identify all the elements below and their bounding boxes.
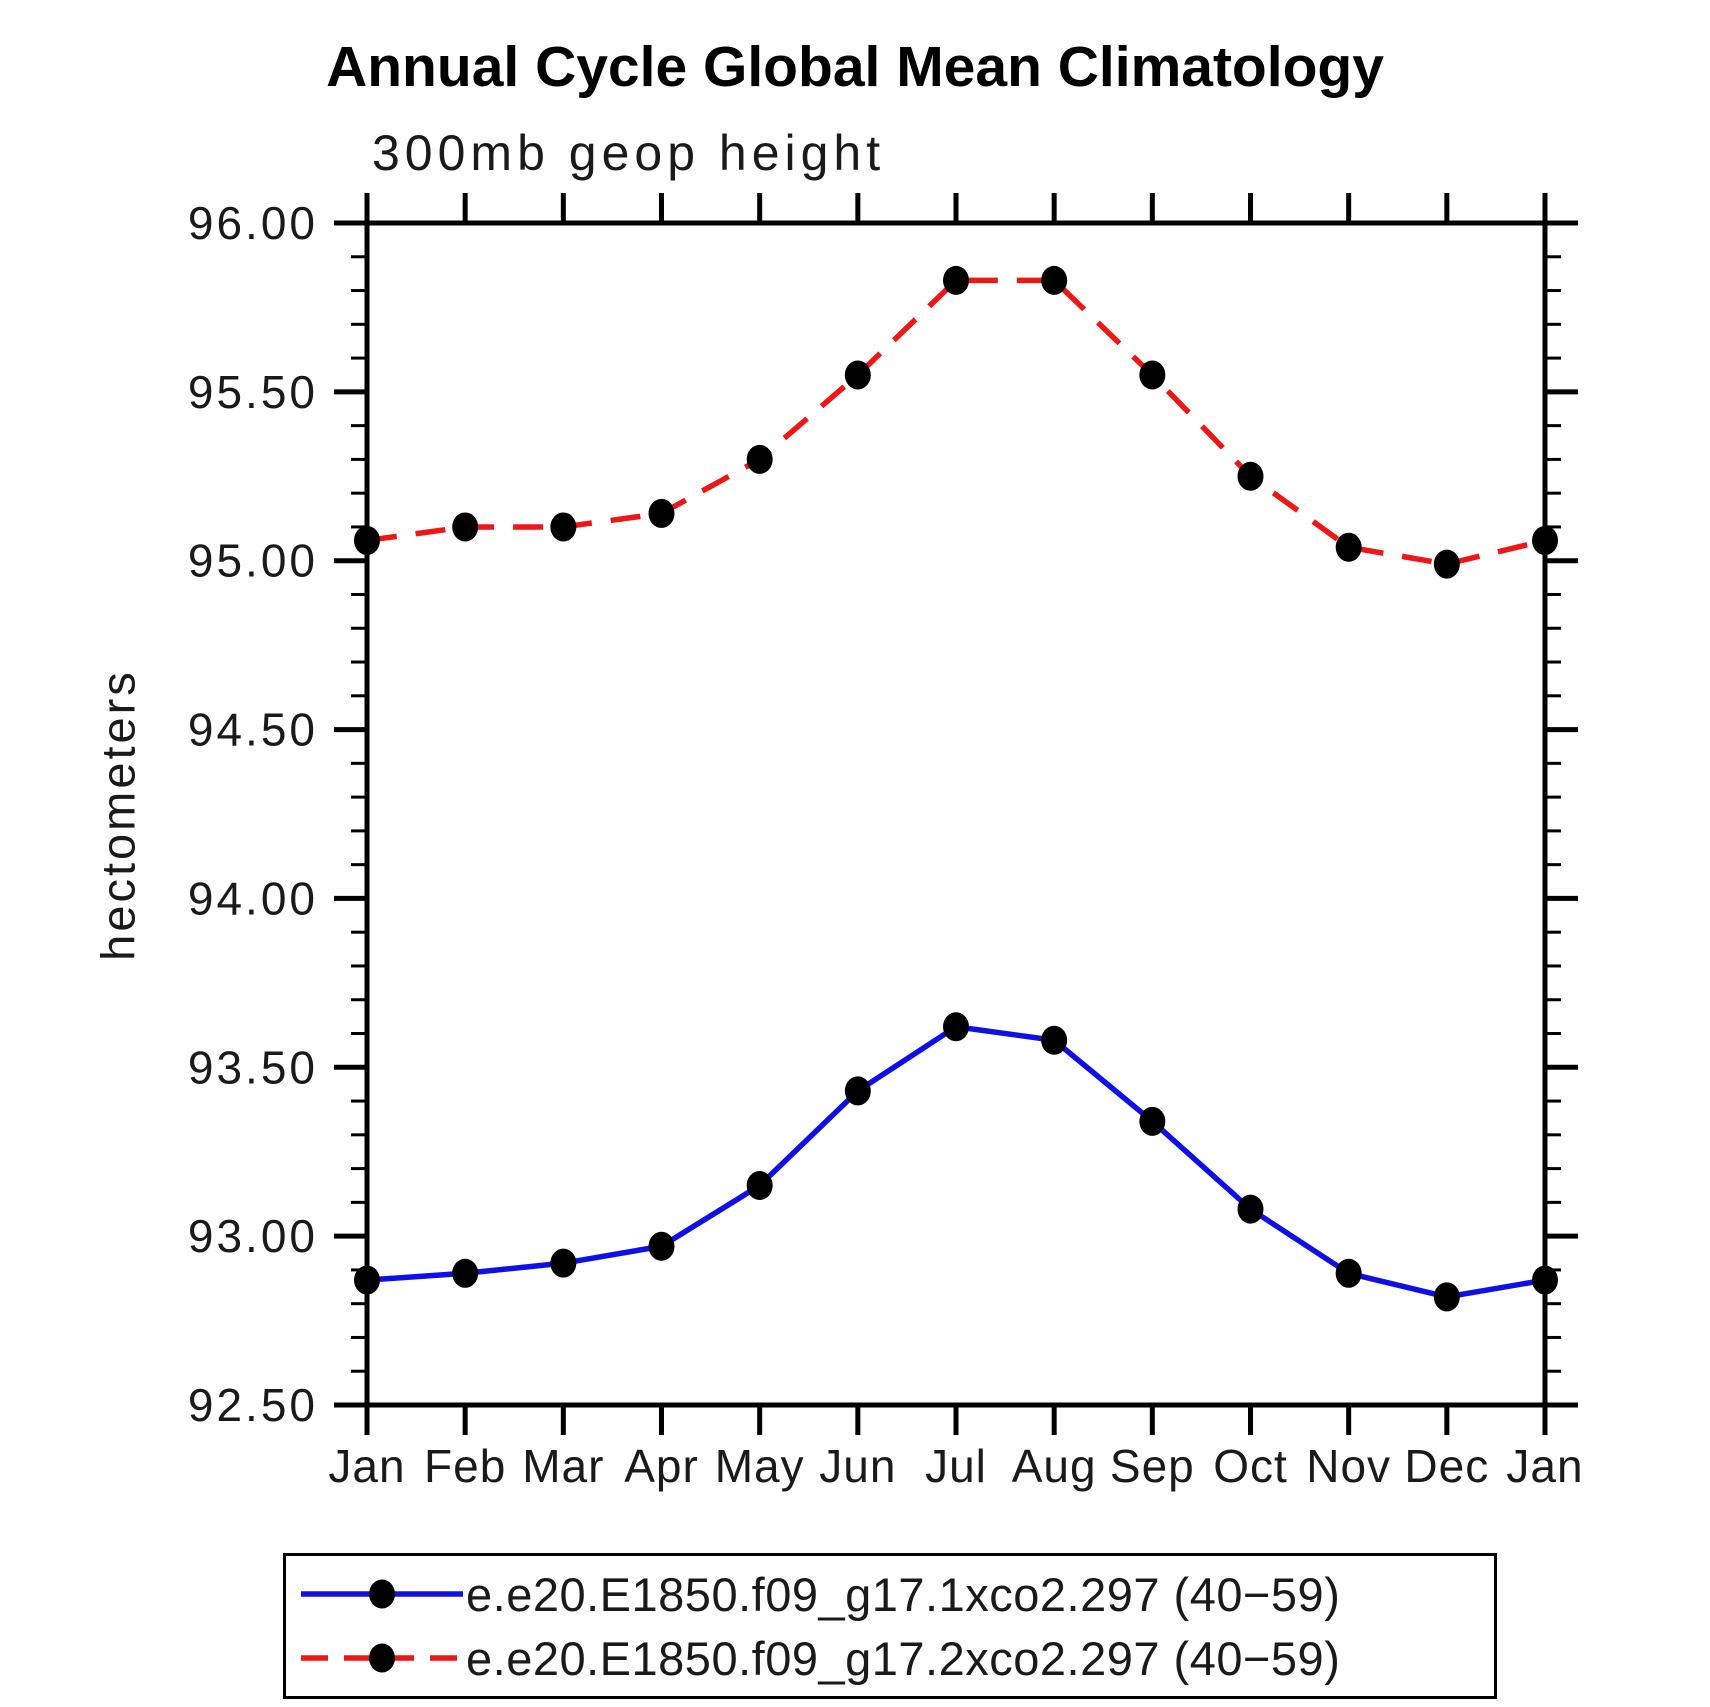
- data-point: [1433, 1282, 1460, 1312]
- x-tick-label: Jan: [328, 1440, 405, 1492]
- data-point: [1139, 360, 1166, 390]
- data-point: [1335, 532, 1362, 562]
- x-tick-label: Jul: [925, 1440, 987, 1492]
- data-point: [1041, 1025, 1068, 1055]
- data-point: [746, 1170, 773, 1200]
- y-tick-label: 96.00: [188, 197, 318, 249]
- legend-label: e.e20.E1850.f09_g17.2xco2.297 (40−59): [466, 1631, 1341, 1685]
- x-tick-label: Feb: [424, 1440, 506, 1492]
- x-tick-label: Oct: [1213, 1440, 1288, 1492]
- chart-subtitle: 300mb geop height: [372, 125, 886, 181]
- data-point: [452, 1258, 479, 1288]
- y-tick-label: 93.50: [188, 1041, 318, 1093]
- data-point: [354, 525, 380, 555]
- x-tick-label: Jan: [1506, 1440, 1583, 1492]
- data-point: [1237, 461, 1264, 491]
- y-tick-label: 95.50: [188, 366, 318, 418]
- data-point: [550, 1248, 577, 1278]
- legend-marker-dot: [369, 1643, 395, 1673]
- data-point: [1433, 549, 1460, 579]
- data-point: [1139, 1106, 1166, 1136]
- data-point: [1335, 1258, 1362, 1288]
- y-tick-label: 94.00: [188, 872, 318, 924]
- data-point: [354, 1265, 380, 1295]
- y-tick-label: 93.00: [188, 1210, 318, 1262]
- x-tick-label: Mar: [522, 1440, 604, 1492]
- data-point: [550, 512, 577, 542]
- legend-item-2xco2: e.e20.E1850.f09_g17.2xco2.297 (40−59): [298, 1627, 1494, 1689]
- series-line-2: [366, 277, 1546, 567]
- legend-marker-dot: [369, 1579, 395, 1609]
- x-tick-label: Nov: [1306, 1440, 1391, 1492]
- data-point: [746, 444, 773, 474]
- data-point: [1532, 1265, 1558, 1295]
- y-tick-label: 94.50: [188, 704, 318, 756]
- data-point: [943, 1012, 969, 1042]
- x-tick-label: Apr: [624, 1440, 699, 1492]
- x-tick-label: Jun: [819, 1440, 896, 1492]
- legend-item-1xco2: e.e20.E1850.f09_g17.1xco2.297 (40−59): [298, 1563, 1494, 1625]
- x-tick-label: Dec: [1404, 1440, 1489, 1492]
- series-line-1: [366, 1024, 1546, 1300]
- legend-line-dashed-sample: [301, 1643, 463, 1673]
- data-point: [648, 498, 675, 528]
- legend-line-solid-sample: [301, 1579, 463, 1609]
- x-tick-label: May: [715, 1440, 805, 1492]
- data-point: [452, 512, 479, 542]
- x-tick-label: Sep: [1110, 1440, 1195, 1492]
- y-tick-label: 92.50: [188, 1379, 318, 1431]
- data-point: [1041, 265, 1068, 295]
- y-tick-label: 95.00: [188, 535, 318, 587]
- legend-label: e.e20.E1850.f09_g17.1xco2.297 (40−59): [466, 1567, 1341, 1621]
- data-point: [844, 360, 871, 390]
- x-tick-label: Aug: [1012, 1440, 1097, 1492]
- data-point: [1532, 525, 1558, 555]
- data-point: [648, 1231, 675, 1261]
- plot-frame: [364, 220, 1548, 1408]
- data-point: [844, 1076, 871, 1106]
- legend: e.e20.E1850.f09_g17.1xco2.297 (40−59) e.…: [283, 1553, 1497, 1699]
- chart-title: Annual Cycle Global Mean Climatology: [326, 35, 1384, 99]
- data-point: [1237, 1194, 1264, 1224]
- data-point: [943, 265, 969, 295]
